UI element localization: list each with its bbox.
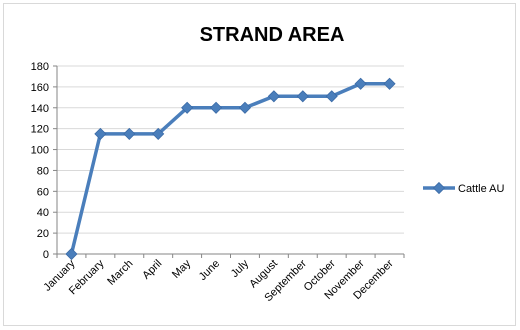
data-point-marker	[267, 90, 280, 103]
x-tick-label: June	[197, 258, 222, 283]
y-tick-label: 160	[31, 82, 49, 94]
y-tick-label: 180	[31, 61, 49, 73]
chart-title: STRAND AREA	[200, 24, 345, 46]
data-point-marker	[325, 90, 338, 103]
x-tick-label: May	[170, 257, 194, 281]
x-tick-label: July	[229, 257, 252, 280]
series-layer	[65, 77, 396, 261]
legend-marker-diamond	[432, 181, 446, 195]
x-tick-label: April	[140, 258, 164, 282]
y-tick-label: 140	[31, 103, 49, 115]
x-tick-label: March	[105, 258, 135, 288]
legend: Cattle AU	[423, 181, 505, 195]
legend-label: Cattle AU	[458, 183, 505, 195]
y-axis-tick-labels: 0 20 40 60 80 100 120 140 160 180	[31, 61, 49, 261]
y-tick-label: 20	[37, 228, 49, 240]
y-tick-label: 60	[37, 186, 49, 198]
y-tick-label: 80	[37, 165, 49, 177]
data-point-marker	[383, 77, 396, 90]
chart-frame	[3, 3, 516, 326]
data-point-marker	[152, 127, 165, 140]
data-point-marker	[209, 101, 223, 114]
axes	[53, 65, 405, 258]
y-tick-label: 120	[31, 124, 49, 136]
data-point-marker	[65, 247, 78, 261]
gridlines	[57, 65, 404, 234]
data-point-marker	[354, 77, 367, 90]
data-point-marker	[238, 101, 252, 114]
data-point-marker	[123, 127, 136, 140]
data-point-marker	[94, 127, 107, 140]
data-point-marker	[296, 90, 309, 103]
data-point-marker	[181, 101, 194, 114]
y-tick-label: 100	[31, 145, 49, 157]
series-line-cattle-au	[69, 82, 390, 255]
y-tick-label: 0	[43, 249, 49, 261]
y-tick-label: 40	[37, 207, 49, 219]
